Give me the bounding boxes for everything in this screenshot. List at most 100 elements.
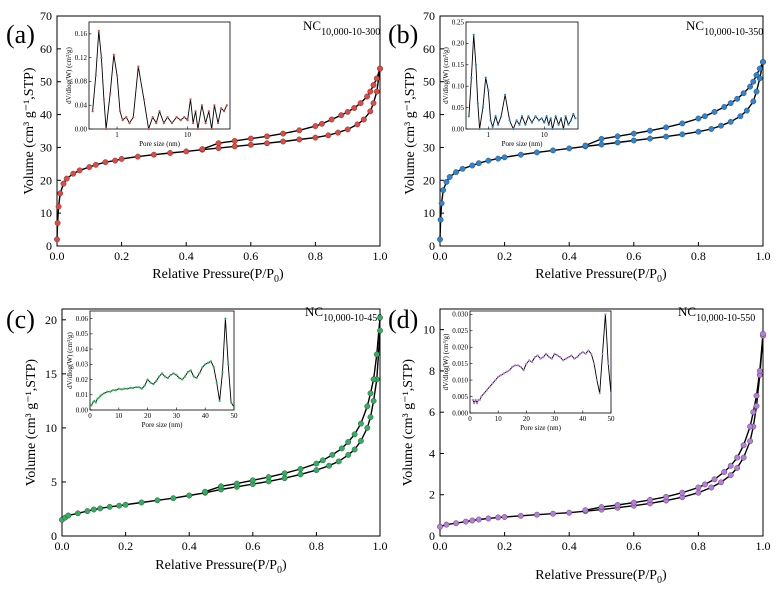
inset-psd-point — [223, 110, 226, 113]
y-tick-label: 20 — [40, 173, 52, 187]
isotherm-point — [373, 75, 380, 82]
isotherm-point — [231, 143, 238, 150]
inset-psd-point — [491, 382, 494, 385]
inset-psd-point — [230, 401, 233, 404]
x-axis-title-sub: 0 — [274, 274, 279, 285]
inset-psd-point — [192, 122, 195, 125]
x-tick-label: 1.0 — [756, 539, 771, 553]
inset-psd-point — [189, 369, 192, 372]
inset-psd-point — [179, 119, 182, 122]
inset-psd-point — [528, 359, 531, 362]
sample-label-sub: 10,000-10-450 — [323, 313, 382, 324]
inset-psd-point — [106, 390, 109, 393]
isotherm-point — [702, 113, 708, 120]
isotherm-point — [727, 100, 734, 107]
y-tick-label: 5 — [51, 475, 57, 489]
panel-a: 0.0 0.2 0.4 0.6 0.8 1.0010203040506070Relativ… — [6, 9, 388, 285]
y-axis-title: Volume (cm³ g⁻¹,STP) — [401, 359, 416, 486]
inset-psd-point — [489, 119, 492, 122]
isotherm-point — [54, 236, 60, 243]
isotherm-point — [679, 120, 686, 127]
plot-frame — [439, 15, 764, 247]
isotherm-point — [501, 514, 508, 520]
inset-y-tick-label: 0.08 — [75, 78, 88, 86]
isotherm-point — [154, 497, 161, 504]
isotherm-point — [753, 88, 760, 95]
isotherm-point — [747, 83, 753, 90]
inset-psd-point — [514, 364, 517, 367]
plot-frame — [56, 15, 381, 247]
inset-psd-point — [135, 386, 138, 389]
y-tick-label: 2 — [429, 488, 435, 502]
inset-psd-point — [227, 363, 230, 366]
y-tick-label: 50 — [40, 75, 52, 89]
inset-psd-point — [147, 127, 150, 131]
isotherm-point — [360, 116, 367, 123]
isotherm-point — [747, 438, 753, 444]
inset-psd-point — [499, 374, 503, 377]
y-tick-label: 10 — [45, 421, 57, 435]
inset-psd-point — [551, 127, 554, 131]
inset-psd-point — [504, 93, 507, 96]
inset-psd-point — [146, 378, 149, 381]
isotherm-point — [186, 492, 193, 499]
x-tick-label: 1.0 — [756, 249, 771, 263]
inset-psd-point — [494, 115, 497, 118]
inset-psd-point — [537, 119, 541, 122]
sample-label-main: NC — [678, 304, 696, 319]
x-tick-label: 0.2 — [114, 249, 129, 263]
isotherm-point — [264, 140, 270, 147]
inset-y-tick-label: 0.16 — [75, 30, 88, 38]
x-tick-label: 0.8 — [309, 539, 324, 553]
inset-psd-point — [491, 125, 494, 128]
x-axis-title: Relative Pressure(P/P0) — [155, 558, 287, 576]
inset-y-tick-label: 0.03 — [76, 361, 89, 369]
panel-letter: (b) — [388, 20, 418, 49]
inset-psd-point — [93, 399, 96, 402]
inset-psd-point — [183, 116, 186, 119]
inset-psd-point — [112, 53, 115, 56]
isotherm-point — [679, 489, 686, 496]
x-tick-label: 0.8 — [691, 539, 706, 553]
inset-psd-point — [224, 317, 227, 320]
inset-psd-point — [128, 122, 131, 125]
x-tick-label: 0.6 — [245, 539, 260, 553]
x-tick-label: 0.8 — [691, 249, 706, 263]
inset-psd-point — [166, 116, 169, 119]
inset-y-tick-label: 0.02 — [76, 376, 89, 384]
inset-psd-point — [508, 369, 511, 372]
inset-y-tick-label: 0.12 — [75, 54, 88, 62]
inset-psd-point — [204, 363, 207, 366]
inset-psd-point — [470, 76, 473, 79]
inset-psd-point — [522, 369, 525, 372]
isotherm-point — [734, 454, 741, 461]
isotherm-point — [75, 510, 81, 517]
inset-y-tick-label: 0.20 — [452, 40, 465, 48]
inset-psd-point — [213, 104, 216, 107]
x-tick-label: 0.2 — [497, 539, 512, 553]
isotherm-point — [86, 164, 93, 171]
inset-psd-point — [195, 376, 198, 380]
isotherm-line-desorption — [585, 61, 764, 147]
sample-label-main: NC — [303, 18, 321, 33]
isotherm-point — [118, 155, 125, 162]
inset-y-tick-label: 0.05 — [76, 330, 89, 338]
isotherm-point — [351, 446, 358, 453]
inset-y-tick-label: 0.00 — [452, 125, 465, 133]
isotherm-point — [582, 507, 589, 514]
inset-psd-point — [97, 396, 100, 399]
panel-d: 0.0 0.2 0.4 0.6 0.8 1.0 0 2 4 6 8 10 Relative Pressu… — [388, 304, 771, 586]
inset-psd-point — [554, 115, 557, 118]
inset-psd-point — [100, 56, 103, 59]
isotherm-point — [280, 130, 286, 137]
isotherm-point — [750, 78, 757, 85]
x-axis-title-main: Relative Pressure(P/P — [535, 568, 657, 583]
isotherm-point — [65, 512, 72, 519]
isotherm-point — [134, 153, 141, 160]
sample-label-sub: 10,000-10-300 — [321, 27, 380, 38]
x-tick-label: 0.4 — [182, 539, 197, 553]
isotherm-point — [437, 216, 444, 223]
inset-psd-point — [149, 381, 152, 384]
inset-psd-point — [467, 115, 470, 118]
isotherm-point — [202, 488, 209, 495]
